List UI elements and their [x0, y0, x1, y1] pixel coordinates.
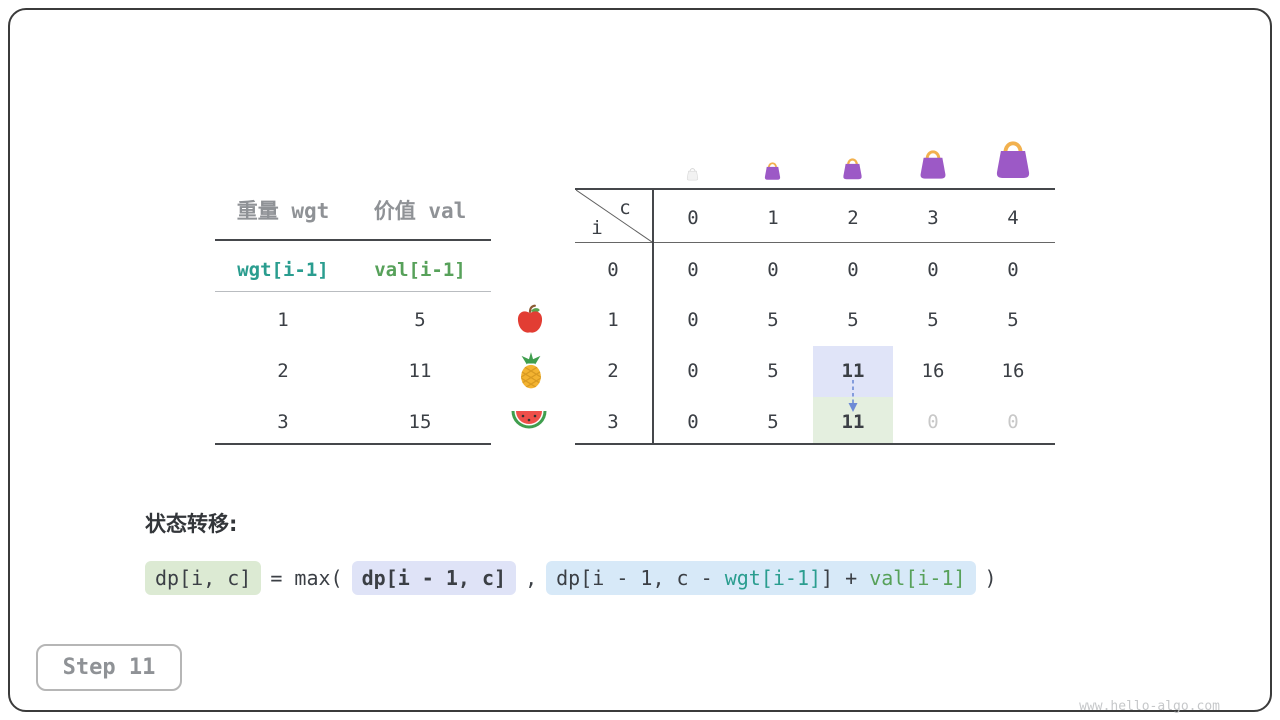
formula-arg1-chip: dp[i - 1, c] [351, 561, 517, 595]
items-row-1-wgt: 2 [277, 360, 289, 382]
formula-arg2-wgt: wgt[i-1] [724, 566, 822, 590]
formula-close-paren: ) [984, 566, 997, 590]
items-header-weight: 重量 wgt [236, 199, 330, 223]
items-row-2-val: 15 [408, 411, 432, 433]
dp-cell-r1c4: 5 [1007, 309, 1019, 331]
dp-cell-r2c4: 16 [1001, 360, 1025, 382]
dp-cell-r0c2: 0 [847, 259, 859, 281]
dp-cell-r1c3: 5 [927, 309, 939, 331]
dp-rule-header [575, 242, 1055, 243]
formula-comma: , [525, 566, 538, 590]
dp-col-header-1: 1 [767, 207, 779, 229]
state-transition-label: 状态转移: [145, 512, 238, 536]
items-var-wgt: wgt[i-1] [237, 259, 329, 281]
step-badge: Step 11 [36, 644, 182, 691]
step-label: Step 11 [62, 655, 156, 680]
dp-row-header-3: 3 [607, 411, 619, 433]
transition-arrow-icon [848, 380, 858, 412]
dp-row-header-1: 1 [607, 309, 619, 331]
formula-eq-max: = max( [270, 566, 343, 590]
dp-cell-r0c4: 0 [1007, 259, 1019, 281]
items-var-val: val[i-1] [374, 259, 466, 281]
bag-icon-2 [843, 158, 862, 180]
items-rule-bottom [215, 443, 491, 445]
dp-rule-vertical [652, 188, 654, 445]
dp-cell-r0c3: 0 [927, 259, 939, 281]
dp-row-header-2: 2 [607, 360, 619, 382]
bag-icon-0 [686, 168, 699, 181]
watermark: www.hello-algo.com [1079, 699, 1220, 714]
formula-arg2-mid: ] + [821, 566, 870, 590]
dp-cell-r2c3: 16 [921, 360, 945, 382]
dp-corner-diagonal [576, 190, 652, 242]
formula-arg2-val: val[i-1] [869, 566, 966, 590]
dp-col-header-0: 0 [687, 207, 699, 229]
bag-icon-1 [764, 162, 781, 180]
bag-icon-4 [996, 141, 1030, 178]
items-row-0-val: 5 [414, 309, 426, 331]
dp-cell-r2c1: 5 [767, 360, 779, 382]
dp-row-header-0: 0 [607, 259, 619, 281]
dp-col-header-3: 3 [927, 207, 939, 229]
dp-cell-r2c0: 0 [687, 360, 699, 382]
items-rule-top [215, 239, 491, 241]
watermelon-icon [511, 411, 547, 429]
dp-cell-r3c3: 0 [927, 411, 939, 433]
apple-icon [517, 304, 543, 333]
dp-cell-r1c1: 5 [767, 309, 779, 331]
formula-arg2-prefix: dp[i - 1, c - [556, 566, 725, 590]
dp-cell-r0c0: 0 [687, 259, 699, 281]
dp-cell-r1c2: 5 [847, 309, 859, 331]
dp-corner-row-label: i [591, 217, 603, 239]
items-rule-mid [215, 291, 491, 292]
dp-cell-r3c0: 0 [687, 411, 699, 433]
dp-rule-bottom [575, 443, 1055, 445]
transition-formula: dp[i, c] = max( dp[i - 1, c] , dp[i - 1,… [145, 561, 1006, 595]
formula-lhs-chip: dp[i, c] [145, 561, 262, 595]
dp-col-header-2: 2 [847, 207, 859, 229]
dp-cell-r3c2: 11 [841, 411, 865, 433]
pineapple-icon [521, 352, 541, 389]
dp-cell-r3c4: 0 [1007, 411, 1019, 433]
dp-cell-r3c1: 5 [767, 411, 779, 433]
dp-cell-r0c1: 0 [767, 259, 779, 281]
dp-col-header-4: 4 [1007, 207, 1019, 229]
items-header-value: 价值 val [373, 199, 467, 223]
dp-corner-col-label: c [619, 197, 631, 219]
items-row-1-val: 11 [408, 360, 432, 382]
formula-arg2-chip: dp[i - 1, c - wgt[i-1]] + val[i-1] [546, 561, 976, 595]
dp-cell-r1c0: 0 [687, 309, 699, 331]
dp-rule-top [575, 188, 1055, 190]
items-row-0-wgt: 1 [277, 309, 289, 331]
bag-icon-3 [920, 150, 946, 179]
items-row-2-wgt: 3 [277, 411, 289, 433]
dp-cell-r2c2: 11 [841, 360, 865, 382]
